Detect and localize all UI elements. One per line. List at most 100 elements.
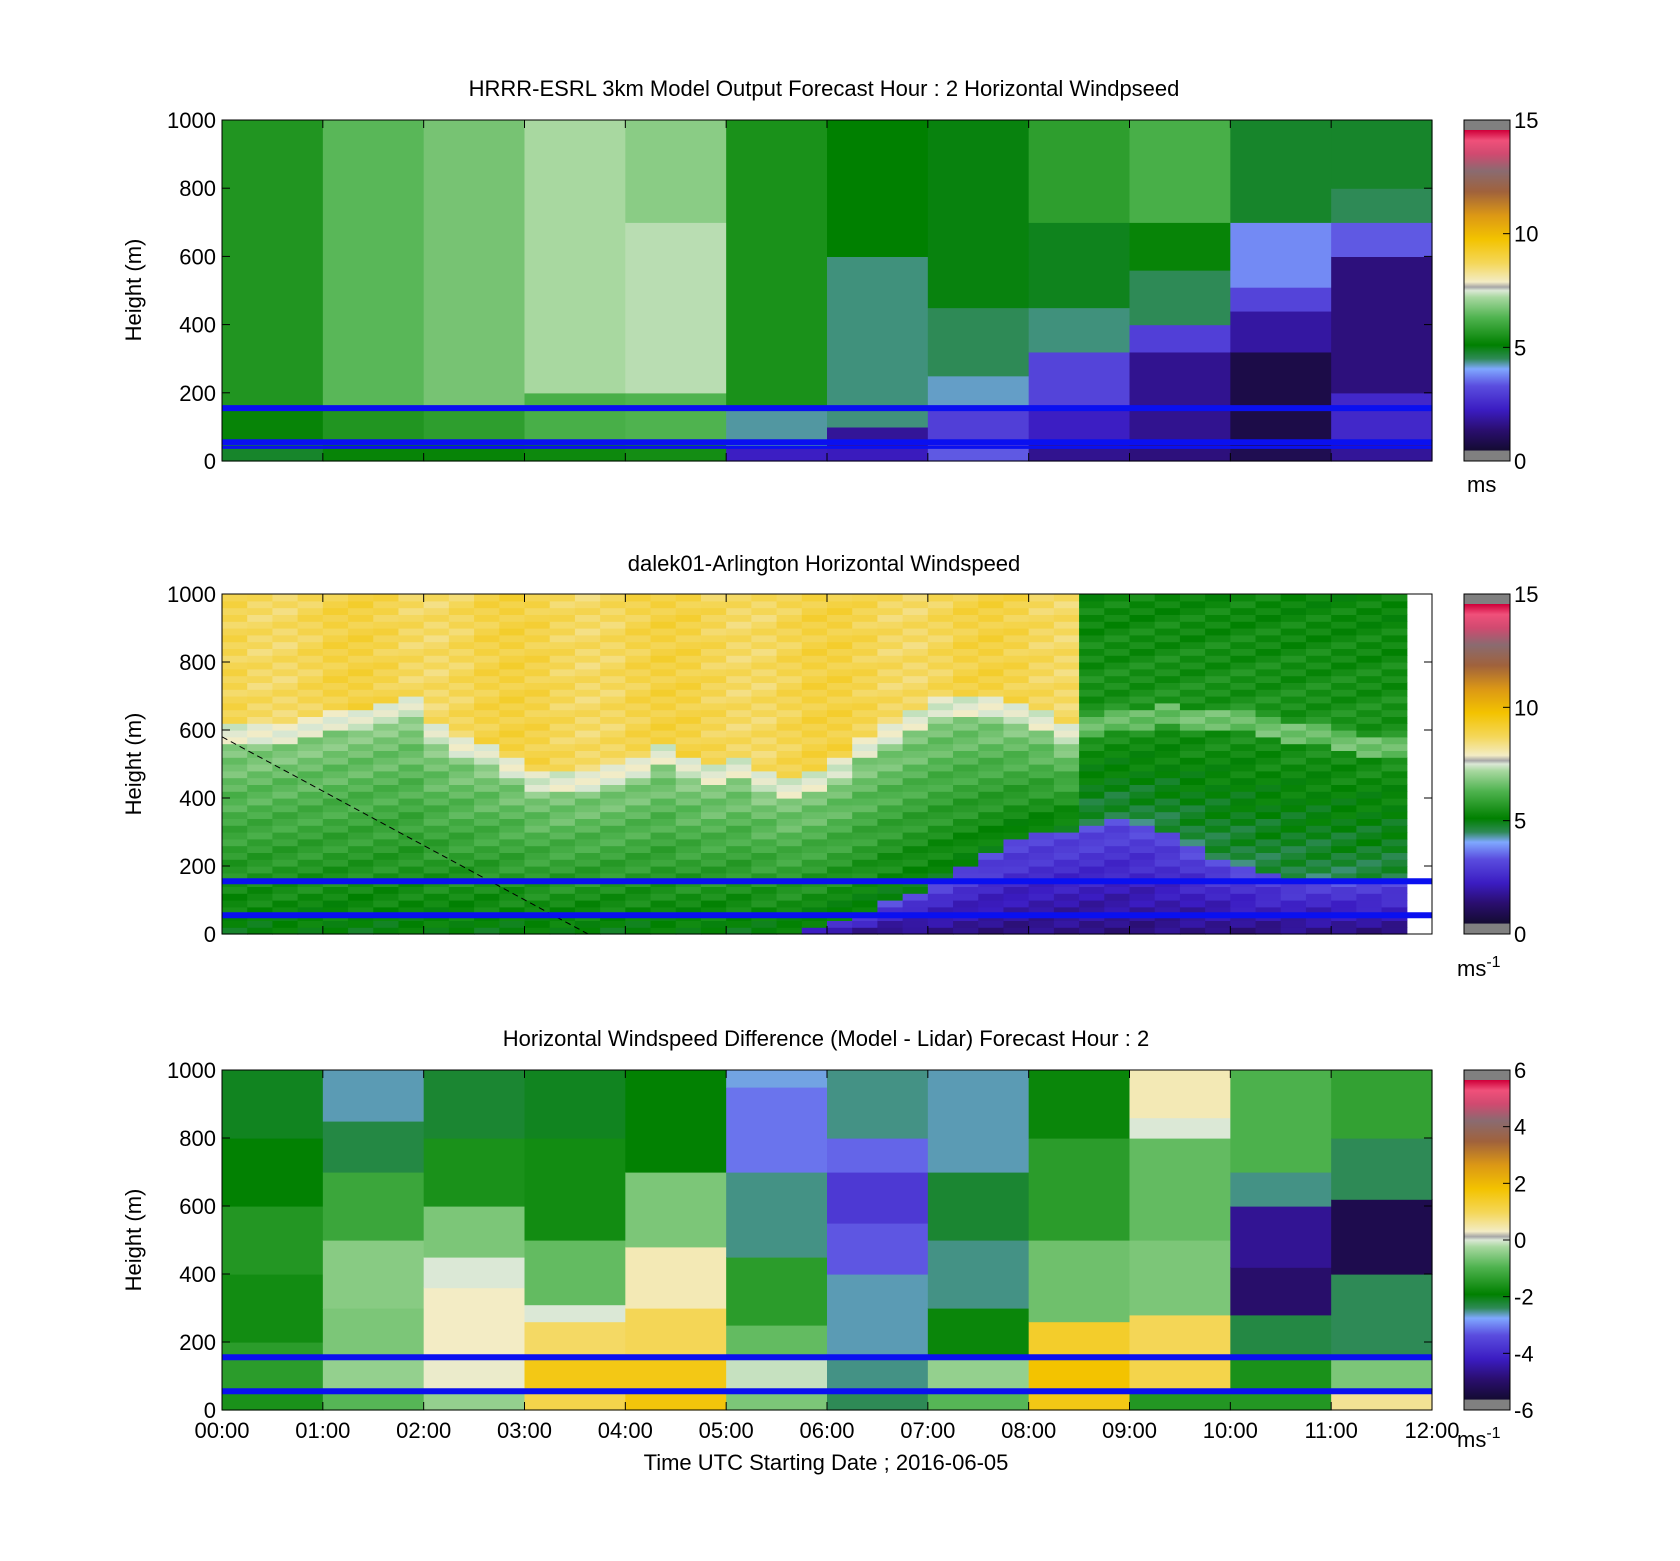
colorbar-tick-label-2: 2 — [1514, 1171, 1526, 1196]
cell-profile24-h860 — [827, 634, 853, 643]
cell-col7-band5 — [927, 1070, 1030, 1173]
cell-profile39-h980 — [1205, 594, 1231, 602]
cell-profile24-h400 — [827, 791, 853, 799]
cell-profile21-h460 — [751, 770, 778, 779]
cell-profile8-h880 — [423, 628, 450, 636]
cell-profile10-h480 — [474, 764, 500, 772]
cell-profile27-h400 — [902, 791, 929, 799]
cell-profile43-h320 — [1305, 818, 1332, 826]
cell-col1-band2 — [322, 120, 425, 411]
cell-profile29-h840 — [953, 641, 979, 649]
cell-profile28-h820 — [927, 648, 954, 656]
cell-profile43-h940 — [1305, 607, 1332, 615]
cell-profile42-h940 — [1280, 607, 1307, 615]
cell-profile32-h980 — [1028, 594, 1055, 602]
cell-profile31-h880 — [1003, 628, 1030, 636]
cell-profile1-h680 — [247, 696, 274, 704]
cell-col8-band3 — [1028, 1240, 1131, 1323]
x-tick-label-7: 07:00 — [900, 1418, 955, 1443]
cell-profile8-h460 — [423, 770, 450, 779]
cell-profile25-h60 — [852, 906, 879, 915]
cell-profile11-h600 — [499, 723, 526, 731]
cell-profile23-h920 — [801, 614, 828, 622]
cell-profile44-h820 — [1331, 648, 1357, 656]
cell-profile0-h620 — [222, 716, 248, 724]
cell-col5-band0 — [726, 447, 828, 462]
cell-profile14-h640 — [574, 709, 601, 717]
cell-profile0-h580 — [222, 730, 248, 738]
cell-profile37-h580 — [1154, 730, 1181, 738]
cell-profile21-h660 — [751, 702, 778, 711]
cell-profile30-h720 — [978, 682, 1005, 690]
cell-profile18-h640 — [675, 709, 702, 717]
cell-profile12-h940 — [524, 607, 551, 615]
cell-profile40-h880 — [1230, 628, 1257, 636]
cell-profile18-h160 — [675, 872, 702, 881]
cell-profile12-h720 — [524, 682, 551, 690]
cell-profile39-h840 — [1205, 641, 1231, 649]
cell-profile41-h400 — [1255, 791, 1282, 799]
cell-profile7-h980 — [398, 594, 425, 602]
cell-profile22-h960 — [776, 600, 803, 609]
cell-profile39-h460 — [1205, 770, 1231, 779]
cell-profile43-h800 — [1305, 655, 1332, 663]
cell-profile45-h780 — [1356, 662, 1383, 670]
cell-profile20-h580 — [726, 730, 752, 738]
cell-profile15-h300 — [600, 825, 626, 833]
cell-profile17-h340 — [650, 811, 677, 819]
cell-profile13-h720 — [549, 682, 576, 690]
cell-profile1-h320 — [247, 818, 274, 826]
cell-profile44-h420 — [1331, 784, 1357, 792]
cell-profile36-h820 — [1129, 648, 1156, 656]
cell-profile5-h700 — [348, 689, 374, 697]
cell-col6-band3 — [827, 1223, 929, 1275]
cell-profile45-h580 — [1356, 730, 1383, 738]
colorbar-tick-label-10: 10 — [1514, 222, 1538, 247]
cell-col11-band2 — [1331, 256, 1433, 394]
cell-profile46-h900 — [1381, 621, 1408, 629]
cell-profile15-h560 — [600, 736, 626, 745]
cell-profile32-h880 — [1028, 628, 1055, 636]
cell-profile8-h500 — [423, 757, 450, 765]
cell-profile1-h760 — [247, 668, 274, 677]
cell-profile26-h80 — [877, 900, 904, 908]
cell-profile15-h880 — [600, 628, 626, 636]
cell-profile11-h820 — [499, 648, 526, 656]
cell-profile24-h560 — [827, 736, 853, 745]
cell-profile0-h220 — [222, 852, 248, 860]
cell-profile13-h500 — [549, 757, 576, 765]
panel-1-reference-lines — [222, 405, 1432, 449]
cell-col10-band4 — [1230, 1206, 1332, 1268]
cell-profile37-h380 — [1154, 798, 1181, 806]
cell-profile4-h400 — [322, 791, 349, 799]
cell-col4-band5 — [625, 1070, 727, 1173]
cell-profile33-h220 — [1053, 852, 1080, 860]
cell-profile4-h0 — [322, 927, 349, 935]
cell-profile18-h460 — [675, 770, 702, 779]
cell-profile8-h400 — [423, 791, 450, 799]
cell-profile33-h420 — [1053, 784, 1080, 792]
cell-profile24-h940 — [827, 607, 853, 615]
cell-profile45-h520 — [1356, 750, 1383, 758]
cell-profile24-h920 — [827, 614, 853, 622]
x-tick-label-4: 04:00 — [598, 1418, 653, 1443]
cell-profile31-h200 — [1003, 859, 1030, 867]
cell-profile16-h560 — [625, 736, 652, 745]
cell-profile16-h780 — [625, 662, 652, 670]
cell-profile34-h240 — [1079, 845, 1105, 853]
cell-profile37-h940 — [1154, 607, 1181, 615]
cell-profile12-h800 — [524, 655, 551, 663]
cell-profile44-h900 — [1331, 621, 1357, 629]
cell-profile42-h480 — [1280, 764, 1307, 772]
cell-profile24-h840 — [827, 641, 853, 649]
cell-profile46-h680 — [1381, 696, 1408, 704]
cell-profile16-h440 — [625, 777, 652, 785]
cell-profile11-h960 — [499, 600, 526, 609]
y-tick-label-200: 200 — [179, 854, 216, 879]
cell-profile10-h760 — [474, 668, 500, 677]
cell-profile26-h340 — [877, 811, 904, 819]
cell-profile44-h320 — [1331, 818, 1357, 826]
cell-profile5-h200 — [348, 859, 374, 867]
cell-profile23-h60 — [801, 906, 828, 915]
